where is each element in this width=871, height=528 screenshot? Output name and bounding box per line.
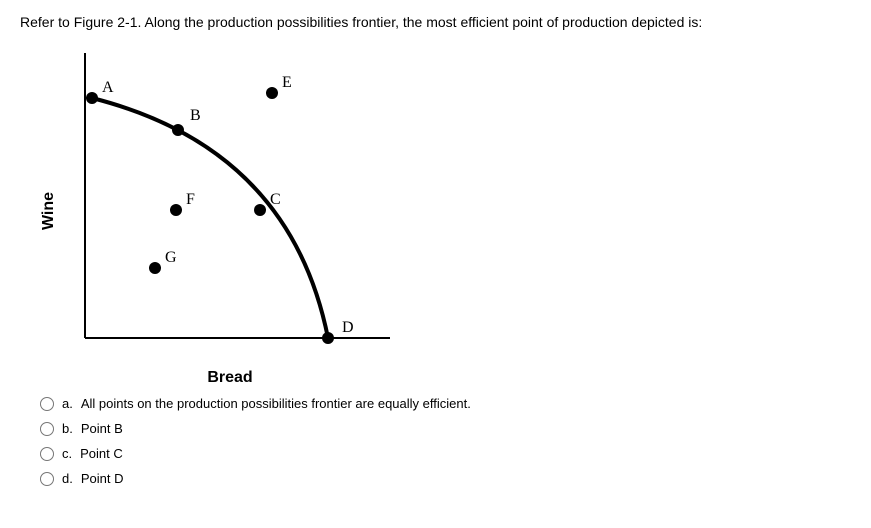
svg-text:D: D — [342, 319, 354, 336]
svg-text:G: G — [165, 249, 177, 266]
ppf-chart: Wine ABCDEFG Bread — [50, 38, 410, 383]
option-row: b. Point B — [20, 416, 851, 441]
option-radio-b[interactable] — [40, 422, 54, 436]
y-axis-label: Wine — [40, 191, 58, 229]
svg-text:A: A — [102, 79, 114, 96]
ppf-svg: A B C D E F G — [50, 38, 410, 383]
answer-options: a. All points on the production possibil… — [20, 391, 851, 491]
option-row: c. Point C — [20, 441, 851, 466]
option-row: a. All points on the production possibil… — [20, 391, 851, 416]
option-text: Point D — [81, 471, 124, 486]
svg-text:F: F — [186, 191, 195, 208]
svg-text:C: C — [270, 191, 281, 208]
option-letter: b. — [62, 421, 73, 436]
option-text: All points on the production possibiliti… — [81, 396, 471, 411]
option-letter: c. — [62, 446, 72, 461]
option-letter: a. — [62, 396, 73, 411]
option-radio-c[interactable] — [40, 447, 54, 461]
svg-text:E: E — [282, 74, 292, 91]
x-axis-label: Bread — [207, 369, 252, 387]
option-text: Point C — [80, 446, 123, 461]
question-text: Refer to Figure 2-1. Along the productio… — [20, 14, 851, 30]
svg-text:B: B — [190, 107, 201, 124]
option-radio-d[interactable] — [40, 472, 54, 486]
option-text: Point B — [81, 421, 123, 436]
option-radio-a[interactable] — [40, 397, 54, 411]
option-row: d. Point D — [20, 466, 851, 491]
option-letter: d. — [62, 471, 73, 486]
